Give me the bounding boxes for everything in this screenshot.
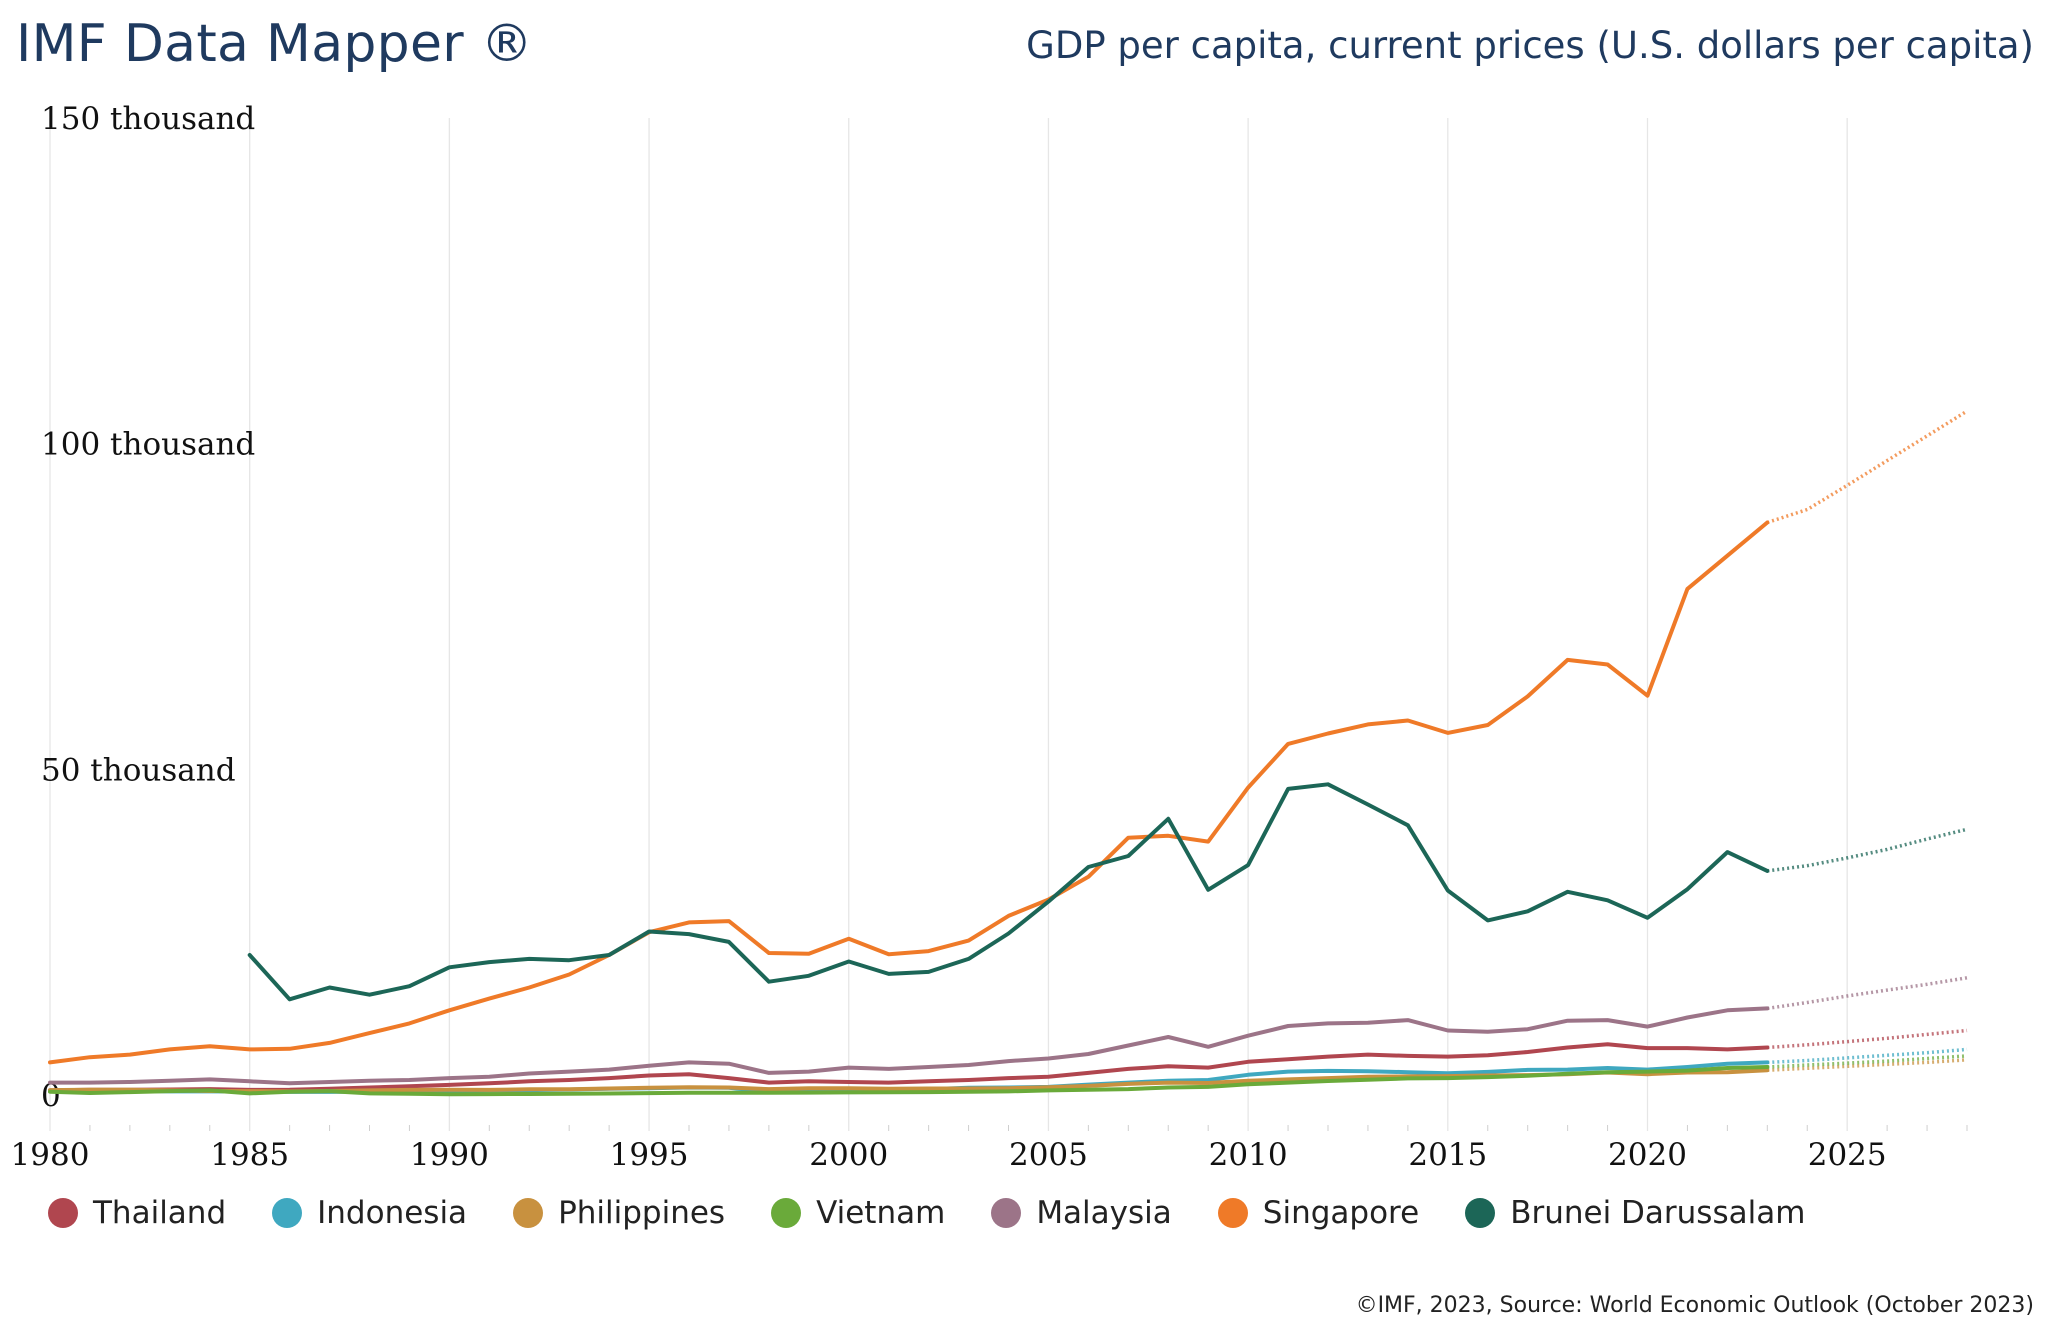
x-tick-label: 2010: [1209, 1137, 1288, 1173]
series-projection-philippines: [1767, 1058, 1968, 1072]
legend-item-thailand[interactable]: Thailand: [48, 1195, 226, 1231]
x-tick-label: 2015: [1408, 1137, 1487, 1173]
legend-label: Singapore: [1262, 1195, 1420, 1231]
x-tick-label: 1995: [610, 1137, 689, 1173]
series-vietnam: [48, 1054, 1968, 1097]
series-thailand: [48, 1028, 1968, 1093]
series-line-brunei-darussalam: [247, 782, 1770, 1002]
x-tick-label: 1990: [410, 1137, 489, 1173]
series-lines: [48, 409, 1968, 1097]
x-tick-label: 1980: [11, 1137, 90, 1173]
y-tick-label: 50 thousand: [41, 752, 236, 788]
x-tick-label: 2020: [1608, 1137, 1687, 1173]
series-projection-thailand: [1767, 1028, 1968, 1050]
legend-label: Brunei Darussalam: [1510, 1195, 1806, 1231]
legend-dot-icon: [1465, 1198, 1496, 1228]
legend-item-indonesia[interactable]: Indonesia: [272, 1195, 467, 1231]
legend-item-vietnam[interactable]: Vietnam: [771, 1195, 945, 1231]
series-singapore: [48, 409, 1968, 1065]
series-projection-indonesia: [1767, 1047, 1968, 1065]
series-line-singapore: [48, 520, 1770, 1065]
legend-label: Indonesia: [317, 1195, 468, 1231]
series-line-vietnam: [48, 1065, 1770, 1097]
series-line-malaysia: [48, 1006, 1770, 1086]
legend-label: Philippines: [558, 1195, 726, 1231]
source-note: ©IMF, 2023, Source: World Economic Outlo…: [1355, 1293, 2034, 1318]
series-projection-malaysia: [1767, 976, 1968, 1011]
x-tick-label: 1985: [210, 1137, 289, 1173]
legend-dot-icon: [1217, 1198, 1248, 1228]
legend-item-singapore[interactable]: Singapore: [1217, 1195, 1420, 1231]
series-malaysia: [48, 976, 1968, 1086]
y-tick-label: 150 thousand: [41, 101, 255, 137]
x-tick-label: 2005: [1009, 1137, 1088, 1173]
legend-dot-icon: [272, 1198, 303, 1228]
y-axis-ticks: 0 50 thousand 100 thousand 150 thousand: [41, 101, 255, 1114]
x-axis-ticks: 1980 1985 1990 1995 2000 2005 2010 2015 2020 2025: [11, 1137, 1887, 1173]
legend-dot-icon: [48, 1198, 78, 1228]
legend-dot-icon: [771, 1198, 802, 1228]
series-projection-singapore: [1766, 409, 1968, 525]
legend-item-philippines[interactable]: Philippines: [513, 1195, 725, 1231]
brand-title: IMF Data Mapper ®: [16, 14, 534, 74]
legend-label: Malaysia: [1036, 1195, 1172, 1231]
legend-item-brunei-darussalam[interactable]: Brunei Darussalam: [1465, 1195, 1805, 1231]
legend-dot-icon: [991, 1198, 1022, 1228]
series-brunei-darussalam: [247, 782, 1968, 1002]
y-tick-label: 100 thousand: [41, 427, 255, 463]
legend-item-malaysia[interactable]: Malaysia: [991, 1195, 1172, 1231]
series-line-thailand: [48, 1042, 1770, 1093]
legend-dot-icon: [513, 1198, 544, 1228]
chart-title: GDP per capita, current prices (U.S. dol…: [1026, 24, 2034, 67]
grid-lines: [49, 118, 1968, 1131]
legend: Thailand Indonesia Philippines Vietnam Malay…: [48, 1195, 1851, 1231]
series-projection-vietnam: [1767, 1054, 1968, 1069]
y-tick-label: 0: [41, 1078, 61, 1114]
x-tick-label: 2025: [1808, 1137, 1887, 1173]
x-tick-label: 2000: [809, 1137, 888, 1173]
legend-label: Vietnam: [816, 1195, 946, 1231]
legend-label: Thailand: [93, 1195, 227, 1231]
series-projection-brunei-darussalam: [1767, 827, 1968, 873]
